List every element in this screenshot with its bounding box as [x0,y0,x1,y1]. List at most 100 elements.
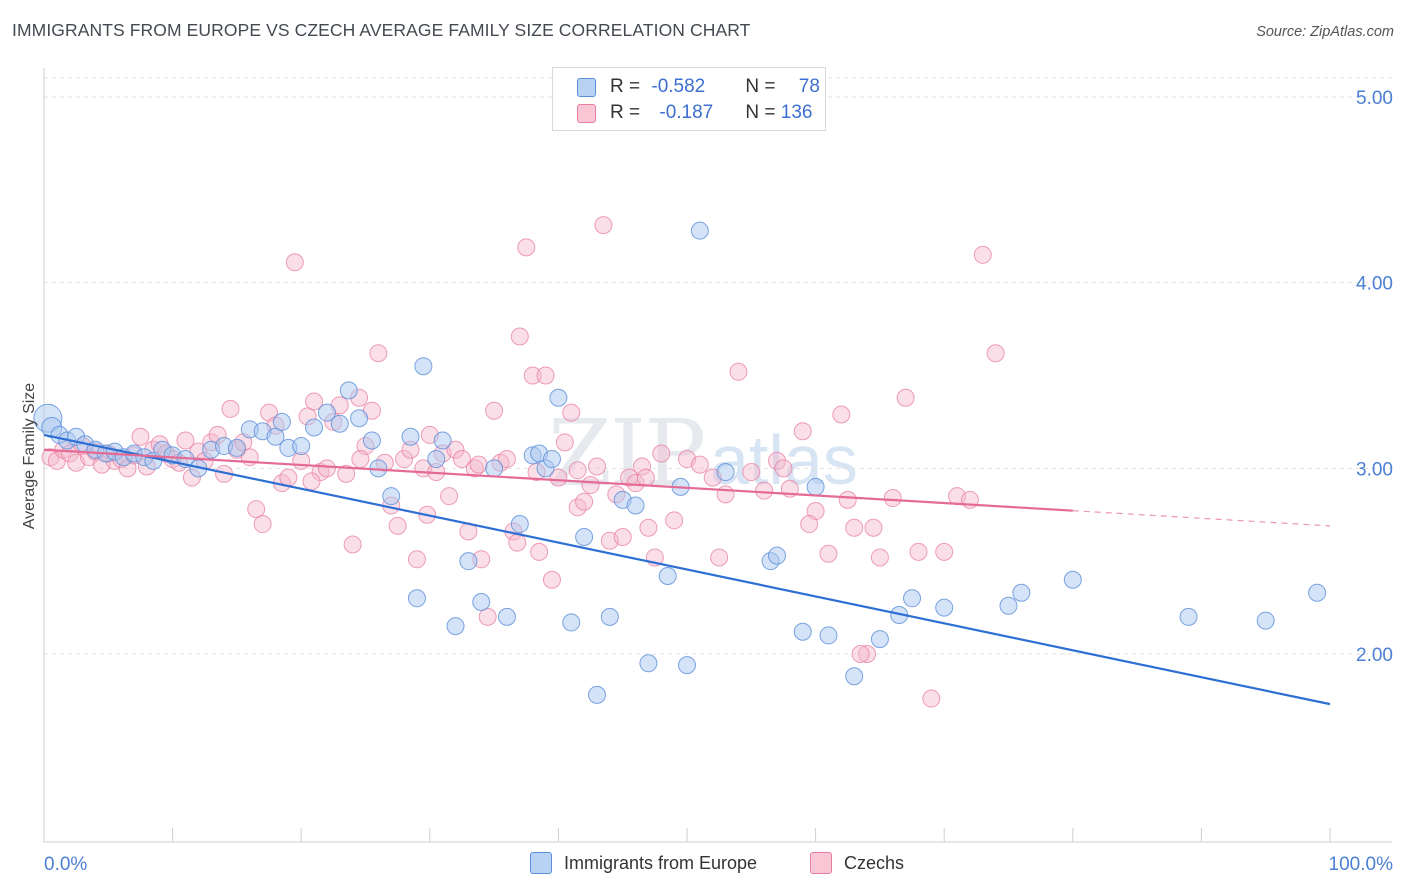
czech-point [870,548,889,567]
czech-point [407,550,426,569]
legend-r-label: R = [610,102,646,123]
czech-point [896,388,915,407]
europe-point [845,667,864,686]
czech-point [369,344,388,363]
czech-point [587,457,606,476]
czech-legend-label: Czechs [844,852,905,873]
czech-point [279,468,298,487]
europe-point [587,685,606,704]
czech-point [337,464,356,483]
czech-point [690,455,709,474]
czech-point [469,455,488,474]
czech-point [652,444,671,463]
europe-point [658,567,677,586]
europe-point [1256,611,1275,630]
europe-point [266,427,285,446]
czech-point [755,481,774,500]
czech-point [302,472,321,491]
czech-point [562,403,581,422]
czech-point [221,399,240,418]
czech-point [768,451,787,470]
czech-point [395,450,414,469]
czech-point [440,487,459,506]
czech-point [639,518,658,537]
chart-title: IMMIGRANTS FROM EUROPE VS CZECH AVERAGE … [12,20,751,40]
europe-point [999,596,1018,615]
y-tick-label: 4.00 [1356,274,1393,295]
europe-point [350,409,369,428]
czech-point [517,238,536,257]
czech-point [806,502,825,521]
czech-point [986,344,1005,363]
czech-point [542,570,561,589]
bottom-legend-europe: Immigrants from Europe [530,852,757,874]
czech-point [594,216,613,235]
czech-point [549,468,568,487]
czech-point [478,607,497,626]
europe-point [819,626,838,645]
czech-point [851,645,870,663]
europe-point [414,357,433,376]
europe-point [272,412,291,431]
czech-point [864,518,883,537]
czech-point [774,459,793,478]
europe-point [472,593,491,612]
europe-trend-line [43,433,1331,706]
czech-point [343,535,362,554]
legend-n-value-europe: 78 [798,76,820,97]
source-label: Source: ZipAtlas.com [1256,24,1394,40]
czech-point [568,461,587,480]
europe-point [575,528,594,547]
czech-legend-swatch [810,852,832,874]
czech-point [800,515,819,534]
czech-point [832,405,851,424]
czech-trend-extension [1072,510,1331,527]
czech-point [935,542,954,561]
czech-point [973,245,992,264]
europe-point [362,431,381,450]
czech-swatch [577,103,596,123]
europe-point [459,552,478,571]
czech-point [508,533,527,552]
y-axis-label: Average Family Size [21,383,38,530]
czech-point [510,327,529,346]
czech-point [253,515,272,534]
europe-point [1012,583,1031,602]
europe-point [903,589,922,608]
czech-point [260,403,279,422]
europe-point [401,427,420,446]
czech-point [536,366,555,385]
czech-point [858,645,877,663]
czech-point [497,450,516,469]
europe-point [678,656,696,675]
czech-point [555,433,574,452]
europe-point [600,607,619,626]
europe-point [1063,570,1082,589]
czech-point [176,431,195,450]
europe-point [690,221,709,240]
czech-point [285,253,304,272]
legend-n-label: N = [745,76,781,97]
czech-point [632,457,651,476]
czech-point [575,492,594,511]
x-tick-label: 0.0% [44,854,87,875]
czech-point [838,490,857,509]
europe-point [510,515,529,534]
czech-point [729,362,748,381]
czech-point [922,689,941,708]
europe-point [485,459,504,478]
legend-row-czechs: R = -0.187 N = 136 [577,102,812,124]
czech-point [845,518,864,537]
europe-point [549,388,568,407]
czech-point [909,542,928,561]
europe-legend-swatch [530,852,552,874]
y-tick-label: 2.00 [1356,645,1393,666]
bottom-legend-czechs: Czechs [810,852,904,874]
europe-point [382,487,401,506]
europe-point [433,431,452,450]
legend-n-value-czechs: 136 [780,102,813,123]
czech-point [452,450,471,469]
czech-point [665,511,684,530]
czech-point [485,401,504,420]
